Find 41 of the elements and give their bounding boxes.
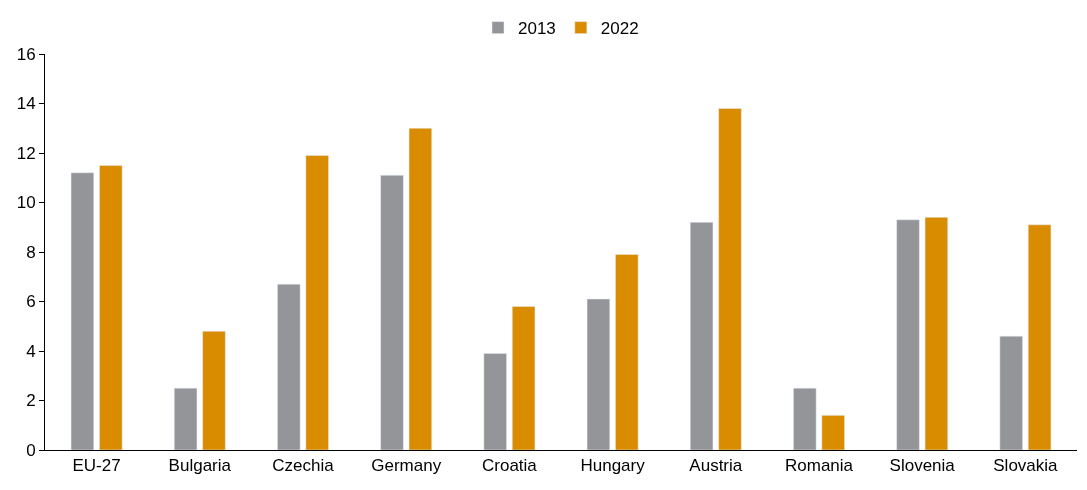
y-tick-label: 2 [26, 391, 36, 411]
x-tick-label: Czechia [272, 456, 335, 476]
bar [408, 128, 432, 450]
x-tick-label: Slovakia [993, 456, 1059, 476]
y-tick-label: 0 [26, 440, 36, 460]
bar [924, 217, 948, 450]
bar [615, 254, 639, 450]
bar [690, 222, 714, 450]
x-tick-label: Slovenia [889, 456, 956, 476]
legend-label: 2013 [518, 19, 556, 39]
bar [277, 283, 301, 450]
x-tick-label: Germany [371, 456, 442, 476]
bar [896, 219, 920, 450]
bar [999, 335, 1023, 450]
x-tick-label: Hungary [580, 456, 646, 476]
x-tick-label: Croatia [481, 456, 538, 476]
y-tick-label: 6 [26, 292, 36, 312]
bar [174, 387, 198, 450]
bar [821, 415, 845, 450]
bar [586, 298, 611, 450]
bar [70, 172, 95, 450]
bar [380, 175, 404, 450]
legend-label: 2022 [600, 19, 639, 39]
bar [1027, 224, 1052, 450]
y-tick-label: 14 [16, 94, 36, 114]
x-tick-label: Romania [784, 456, 854, 476]
y-tick-label: 8 [26, 242, 36, 262]
y-tick-label: 10 [16, 193, 36, 213]
bar [718, 108, 742, 450]
x-tick-label: Bulgaria [168, 456, 232, 476]
y-tick-label: 16 [16, 44, 36, 64]
bar [305, 155, 329, 450]
y-tick-label: 12 [16, 143, 36, 163]
bar [202, 330, 226, 450]
bar [483, 353, 507, 450]
x-tick-label: Austria [689, 456, 743, 476]
y-tick-label: 4 [26, 341, 36, 361]
bar [511, 306, 536, 450]
bar [793, 387, 817, 450]
x-tick-label: EU-27 [72, 456, 121, 476]
bar [99, 165, 123, 450]
